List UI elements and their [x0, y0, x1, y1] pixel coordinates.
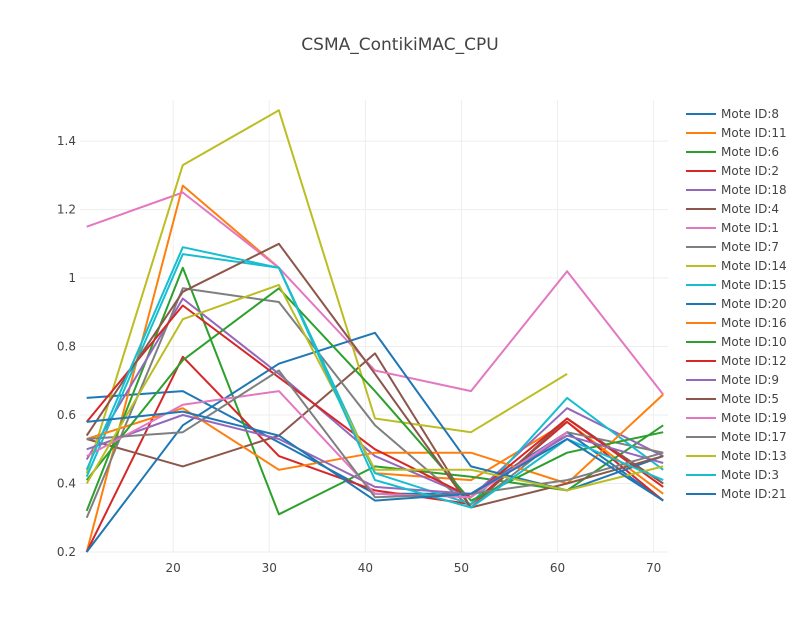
legend-item[interactable]: Mote ID:5 [686, 392, 779, 406]
grid-layer [80, 100, 668, 553]
legend-label: Mote ID:7 [721, 240, 779, 254]
legend-label: Mote ID:11 [721, 126, 787, 140]
legend-item[interactable]: Mote ID:11 [686, 126, 787, 140]
y-tick-label: 1.2 [57, 203, 76, 217]
x-tick-label: 30 [262, 561, 277, 575]
x-tick-label: 50 [454, 561, 469, 575]
legend-label: Mote ID:12 [721, 354, 787, 368]
y-tick-label: 1 [68, 271, 76, 285]
series-line-mote-id-2[interactable] [85, 355, 664, 553]
x-tick-label: 40 [358, 561, 373, 575]
legend-label: Mote ID:19 [721, 411, 787, 425]
series-line-mote-id-15[interactable] [85, 253, 664, 506]
legend-label: Mote ID:14 [721, 259, 787, 273]
legend-item[interactable]: Mote ID:8 [686, 107, 779, 121]
chart-title: CSMA_ContikiMAC_CPU [301, 35, 498, 55]
legend-label: Mote ID:9 [721, 373, 779, 387]
y-tick-label: 0.4 [57, 477, 76, 491]
legend-label: Mote ID:8 [721, 107, 779, 121]
legend-item[interactable]: Mote ID:19 [686, 411, 787, 425]
legend-label: Mote ID:6 [721, 145, 779, 159]
legend-item[interactable]: Mote ID:14 [686, 259, 787, 273]
series-line-mote-id-12[interactable] [85, 304, 664, 499]
legend-label: Mote ID:5 [721, 392, 779, 406]
legend-item[interactable]: Mote ID:12 [686, 354, 787, 368]
legend-label: Mote ID:18 [721, 183, 787, 197]
legend-label: Mote ID:2 [721, 164, 779, 178]
y-tick-label: 0.8 [57, 340, 76, 354]
series-line-mote-id-1[interactable] [86, 191, 664, 396]
series-line-mote-id-14[interactable] [85, 109, 568, 474]
legend-item[interactable]: Mote ID:13 [686, 449, 787, 463]
series-line-mote-id-5[interactable] [85, 242, 664, 509]
legend-label: Mote ID:13 [721, 449, 787, 463]
legend-item[interactable]: Mote ID:2 [686, 164, 779, 178]
x-tick-label: 20 [166, 561, 181, 575]
legend-label: Mote ID:21 [721, 487, 787, 501]
series-line-mote-id-21[interactable] [86, 410, 664, 502]
series-line-mote-id-18[interactable] [85, 297, 664, 499]
legend-item[interactable]: Mote ID:7 [686, 240, 779, 254]
legend-item[interactable]: Mote ID:10 [686, 335, 787, 349]
legend-item[interactable]: Mote ID:6 [686, 145, 779, 159]
legend-item[interactable]: Mote ID:15 [686, 278, 787, 292]
legend[interactable]: Mote ID:8 Mote ID:11 Mote ID:6 Mote ID:2 Mot… [686, 107, 787, 501]
y-tick-label: 0.2 [57, 545, 76, 559]
legend-item[interactable]: Mote ID:20 [686, 297, 787, 311]
legend-label: Mote ID:10 [721, 335, 787, 349]
x-tick-label: 60 [550, 561, 565, 575]
legend-item[interactable]: Mote ID:16 [686, 316, 787, 330]
axis-labels: 20 30 40 50 60 70 0.2 0.4 0.6 0.8 1 1.2 1.4 [57, 134, 661, 575]
legend-label: Mote ID:15 [721, 278, 787, 292]
plot-area [85, 109, 664, 553]
series-line-mote-id-13[interactable] [85, 283, 664, 492]
x-tick-label: 70 [646, 561, 661, 575]
legend-label: Mote ID:4 [721, 202, 779, 216]
y-tick-label: 0.6 [57, 408, 76, 422]
legend-label: Mote ID:20 [721, 297, 787, 311]
legend-label: Mote ID:16 [721, 316, 787, 330]
legend-item[interactable]: Mote ID:21 [686, 487, 787, 501]
legend-item[interactable]: Mote ID:18 [686, 183, 787, 197]
legend-item[interactable]: Mote ID:9 [686, 373, 779, 387]
legend-label: Mote ID:17 [721, 430, 787, 444]
legend-label: Mote ID:1 [721, 221, 779, 235]
y-tick-label: 1.4 [57, 134, 76, 148]
series-line-mote-id-10[interactable] [85, 287, 664, 502]
legend-item[interactable]: Mote ID:17 [686, 430, 787, 444]
legend-item[interactable]: Mote ID:3 [686, 468, 779, 482]
legend-item[interactable]: Mote ID:1 [686, 221, 779, 235]
series-line-mote-id-9[interactable] [86, 414, 664, 495]
series-line-mote-id-17[interactable] [86, 369, 664, 499]
legend-label: Mote ID:3 [721, 468, 779, 482]
legend-item[interactable]: Mote ID:4 [686, 202, 779, 216]
